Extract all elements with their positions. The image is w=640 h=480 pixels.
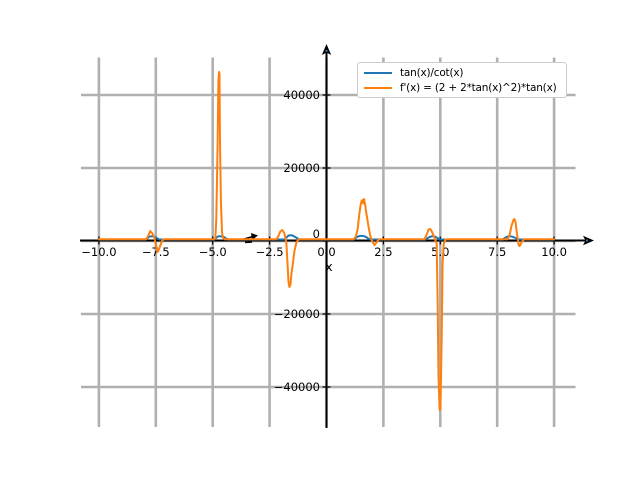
legend-label-1: f'(x) = (2 + 2*tan(x)^2)*tan(x) [400, 81, 557, 94]
legend-item-derivative: f'(x) = (2 + 2*tan(x)^2)*tan(x) [364, 80, 560, 95]
x-arrow-blue-speck [586, 239, 588, 242]
y-tick-label: 20000 [283, 161, 320, 175]
x-axis-arrow-icon [583, 235, 594, 246]
x-tick-label: 10.0 [541, 245, 567, 259]
x-tick-label: −10.0 [81, 245, 116, 259]
legend-item-tan-cot: tan(x)/cot(x) [364, 65, 560, 80]
y-arrow-blue-speck [325, 50, 328, 52]
annotation-arrow-base [244, 241, 253, 244]
legend-line-sample-blue [364, 71, 392, 74]
legend-line-sample-orange [364, 86, 392, 89]
x-tick-label: 7.5 [488, 245, 506, 259]
x-tick-label: −7.5 [142, 245, 170, 259]
x-axis-label: x [325, 259, 332, 274]
x-tick-label: −2.5 [256, 245, 284, 259]
y-tick-label: 40000 [283, 88, 320, 102]
x-tick-label: 5.0 [431, 245, 449, 259]
legend-label-0: tan(x)/cot(x) [400, 66, 464, 79]
legend[interactable]: tan(x)/cot(x) f'(x) = (2 + 2*tan(x)^2)*t… [357, 62, 567, 98]
y-tick-label: −40000 [274, 380, 320, 394]
y-tick-label: 0 [313, 227, 320, 241]
y-tick-label: −20000 [274, 307, 320, 321]
y-axis-arrow-icon [321, 44, 332, 55]
x-tick-label: 2.5 [374, 245, 392, 259]
series-line-1 [97, 71, 556, 411]
x-tick-label: −5.0 [199, 245, 227, 259]
